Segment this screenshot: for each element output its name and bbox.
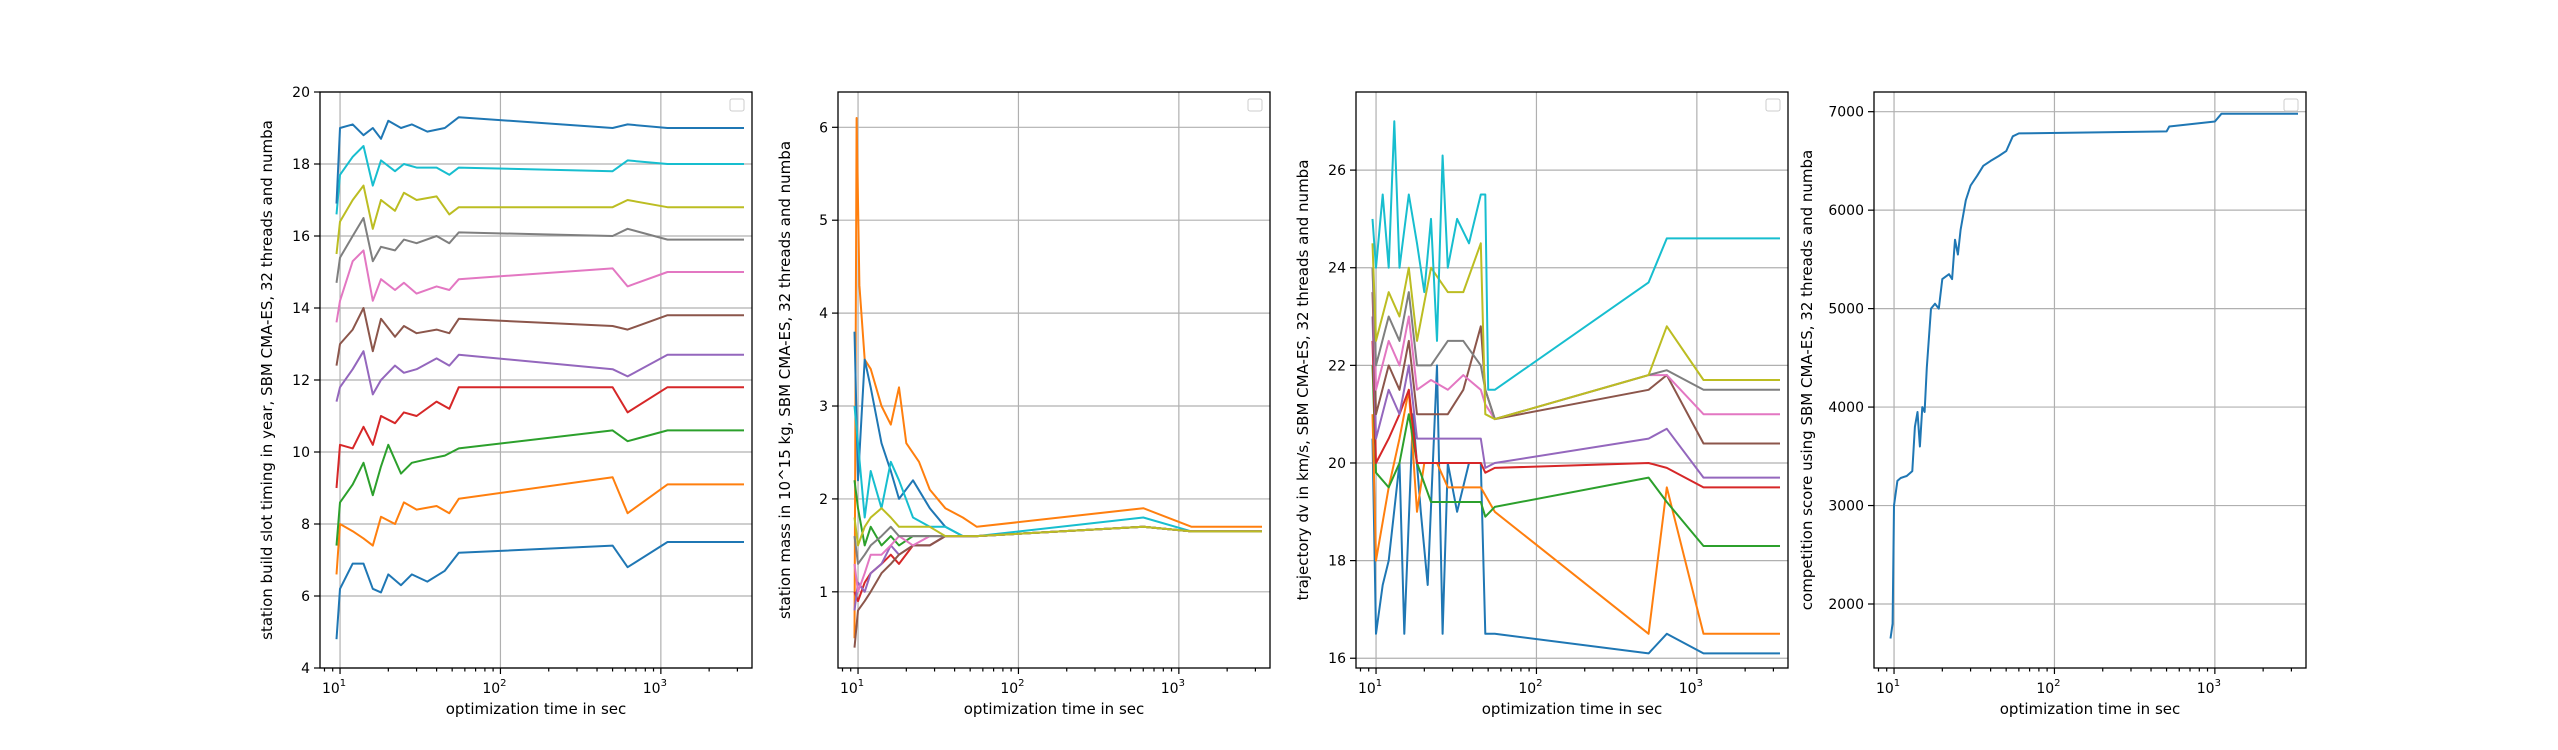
x-tick-label: 103 [2197,678,2221,697]
y-tick-label: 1 [819,585,828,601]
series-line-10 [853,507,1262,547]
y-tick-label: 8 [301,517,310,533]
y-tick-label: 5000 [1828,302,1864,318]
y-tick-label: 7000 [1828,105,1864,121]
y-axis-label: station build slot timing in year, SBM C… [258,120,276,640]
x-tick-label: 103 [643,678,667,697]
series-line-9 [335,184,744,255]
x-tick-label: 103 [1679,678,1703,697]
x-tick-label: 102 [1518,678,1542,697]
series-line-4 [335,386,744,489]
series-line-6 [1371,292,1780,445]
axes-frame [837,91,1271,669]
x-tick-label: 102 [482,678,506,697]
y-tick-label: 22 [1328,358,1346,374]
y-tick-label: 4 [301,661,310,677]
x-axis-label: optimization time in sec [446,700,626,718]
chart-panel-2: 101 102 103 1 2 3 4 5 6 optimization time in sec s… [776,91,1271,718]
series-line-5 [335,350,744,402]
chart-panel-1: 101 102 103 4 6 8 10 12 14 16 18 20 optimization tim… [258,85,753,718]
legend-box [2283,98,2299,112]
series-line-8 [1371,267,1780,421]
y-tick-label: 5 [819,213,828,229]
series-line-2 [1371,388,1780,635]
series-line-10 [335,145,744,215]
y-tick-label: 24 [1328,261,1346,277]
x-tick-label: 102 [2036,678,2060,697]
series-line-1 [1371,364,1780,655]
x-tick-label: 103 [1161,678,1185,697]
y-tick-label: 12 [292,373,310,389]
series-line-7 [335,249,744,323]
y-tick-label: 4 [819,306,828,322]
legend-box [1247,98,1263,112]
series-line-3 [1371,365,1780,547]
series-line-8 [335,217,744,283]
y-tick-label: 18 [1328,554,1346,570]
y-tick-label: 3000 [1828,499,1864,515]
axes-frame [1873,91,2307,669]
y-tick-label: 2 [819,492,828,508]
x-tick-label: 101 [322,678,346,697]
x-axis-label: optimization time in sec [964,700,1144,718]
series-line-1 [853,117,1262,639]
x-axis-label: optimization time in sec [2000,700,2180,718]
series-line-1 [1889,112,2298,639]
axes-frame [1355,91,1789,669]
series-line-6 [335,307,744,366]
chart-panel-3: 101 102 103 16 18 20 22 24 26 optimization time i… [1294,91,1789,718]
series-line-5 [1371,316,1780,479]
y-tick-label: 6000 [1828,203,1864,219]
y-tick-label: 6 [819,120,828,136]
y-tick-label: 26 [1328,163,1346,179]
legend-box [729,98,745,112]
series-line-3 [335,429,744,546]
series-line-10 [1371,120,1780,391]
y-tick-label: 3 [819,399,828,415]
series-line-9 [1371,242,1780,421]
y-tick-label: 6 [301,589,310,605]
y-tick-label: 18 [292,157,310,173]
series-line-1 [335,541,744,640]
y-tick-label: 2000 [1828,597,1864,613]
y-axis-label: station mass in 10^15 kg, SBM CMA-ES, 32… [776,141,794,619]
x-axis-label: optimization time in sec [1482,700,1662,718]
series-line-2 [335,476,744,575]
series-line-4 [1371,340,1780,489]
y-axis-label: trajectory dv in km/s, SBM CMA-ES, 32 th… [1294,160,1312,601]
y-tick-label: 10 [292,445,310,461]
y-tick-label: 16 [292,229,310,245]
y-axis-label: competition score using SBM CMA-ES, 32 t… [1798,150,1816,610]
y-tick-label: 20 [292,85,310,101]
y-tick-label: 16 [1328,651,1346,667]
chart-panel-4: 101 102 103 2000 3000 4000 5000 6000 7000 optimiz… [1798,91,2307,718]
series-line-7 [1371,267,1780,421]
series-line-3 [853,405,1262,538]
series-line-11 [335,116,744,204]
legend-box [1765,98,1781,112]
y-tick-label: 4000 [1828,400,1864,416]
y-tick-label: 14 [292,301,310,317]
x-tick-label: 101 [840,678,864,697]
x-tick-label: 101 [1876,678,1900,697]
x-tick-label: 102 [1000,678,1024,697]
x-tick-label: 101 [1358,678,1382,697]
y-tick-label: 20 [1328,456,1346,472]
